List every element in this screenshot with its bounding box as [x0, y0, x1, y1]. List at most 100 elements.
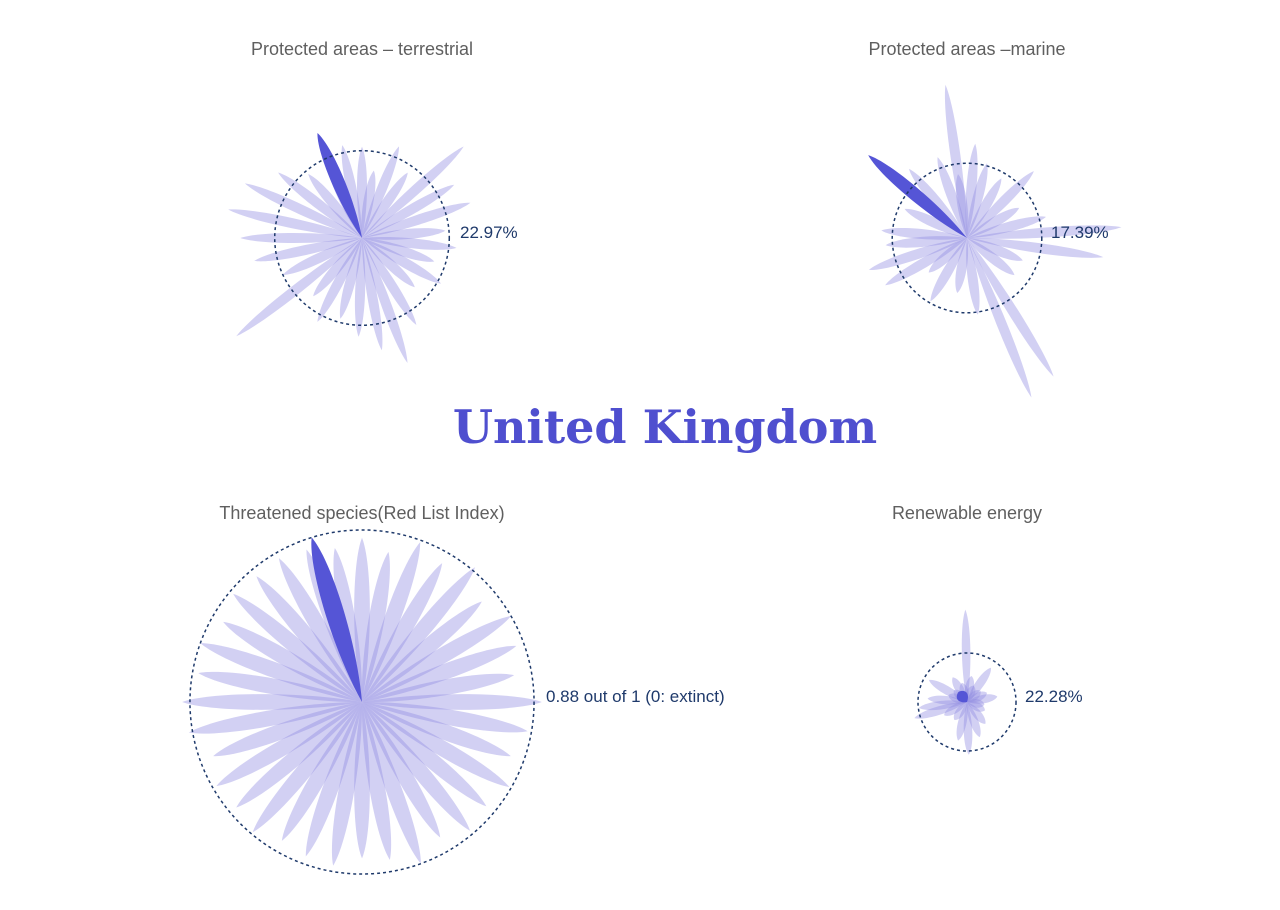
petal	[967, 238, 1015, 276]
petal	[357, 146, 367, 238]
petal	[282, 238, 362, 275]
chart-title: Threatened species(Red List Index)	[219, 503, 504, 523]
petal	[967, 238, 1023, 261]
petal-group	[228, 133, 471, 363]
chart-threatened-species: Threatened species(Red List Index) 0.88 …	[182, 503, 725, 875]
petal	[967, 171, 1034, 238]
petal	[256, 576, 362, 702]
petal	[233, 593, 362, 702]
chart-protected-terrestrial: Protected areas – terrestrial 22.97%	[228, 39, 518, 363]
petal	[305, 702, 362, 857]
petal	[281, 702, 362, 841]
petal	[944, 84, 967, 238]
petal	[362, 563, 443, 702]
petal	[254, 238, 362, 262]
reference-circle	[273, 149, 451, 327]
petal	[967, 238, 1054, 377]
petal	[362, 542, 421, 702]
reference-circle	[891, 162, 1043, 314]
petal	[213, 702, 362, 757]
petal	[967, 702, 986, 724]
petal-group	[914, 609, 998, 755]
petal	[362, 202, 471, 238]
petal	[965, 143, 978, 238]
petal	[362, 184, 455, 238]
petal	[362, 238, 383, 351]
petal	[967, 225, 1122, 239]
petal	[967, 163, 988, 238]
petal	[362, 702, 421, 864]
petal	[278, 558, 362, 702]
petal	[354, 702, 370, 859]
petal	[967, 694, 998, 704]
petal	[967, 238, 1032, 398]
petal	[362, 673, 515, 703]
petal	[362, 615, 511, 702]
highlight-petal	[868, 155, 967, 238]
petal	[236, 238, 362, 337]
petal	[362, 702, 487, 807]
petal	[362, 146, 400, 238]
petal	[362, 172, 408, 238]
petal	[967, 690, 981, 703]
petal	[928, 238, 967, 273]
petal	[956, 702, 968, 741]
petal	[317, 238, 362, 322]
highlight-petal	[317, 133, 362, 238]
petal	[918, 700, 967, 711]
petal	[252, 702, 362, 833]
petal	[244, 183, 362, 238]
petal	[361, 170, 376, 238]
chart-renewable-energy: Renewable energy 22.28%	[892, 503, 1083, 755]
petal	[967, 701, 985, 712]
petal	[937, 157, 967, 238]
petal	[955, 174, 969, 238]
petal	[967, 667, 991, 702]
petal	[354, 537, 370, 702]
petal	[967, 237, 1104, 258]
value-label: 0.88 out of 1 (0: extinct)	[546, 687, 725, 706]
highlight-petal	[956, 690, 968, 703]
value-label: 17.39%	[1051, 223, 1109, 242]
petal	[313, 238, 362, 297]
petal	[362, 238, 408, 363]
petal	[362, 236, 457, 250]
petal	[331, 702, 363, 866]
petal	[881, 228, 967, 240]
petal	[182, 694, 362, 710]
petal	[240, 233, 362, 243]
petal	[914, 701, 967, 719]
petal	[188, 701, 362, 734]
petal	[904, 208, 967, 238]
petal	[362, 702, 441, 838]
chart-title: Renewable energy	[892, 503, 1042, 523]
petal-group	[868, 84, 1122, 398]
petal	[198, 671, 362, 703]
petal	[362, 694, 542, 710]
petal	[868, 238, 967, 270]
petal	[963, 702, 973, 755]
petal	[966, 238, 980, 315]
petal	[236, 702, 362, 808]
petal	[953, 702, 968, 721]
petal	[967, 178, 1002, 238]
petal	[362, 702, 510, 788]
petal	[308, 173, 362, 238]
petal	[362, 146, 464, 238]
petal	[961, 609, 971, 702]
highlight-petal	[311, 537, 362, 702]
petal	[362, 238, 417, 326]
petal	[908, 168, 967, 238]
petal	[361, 551, 390, 702]
petal	[885, 238, 967, 286]
petal	[223, 621, 362, 702]
petal	[362, 601, 482, 702]
petal	[930, 238, 967, 302]
petal	[362, 238, 435, 262]
petal	[885, 236, 967, 248]
value-label: 22.97%	[460, 223, 518, 242]
petal	[362, 645, 517, 702]
petal	[339, 238, 362, 319]
petal	[362, 702, 471, 831]
